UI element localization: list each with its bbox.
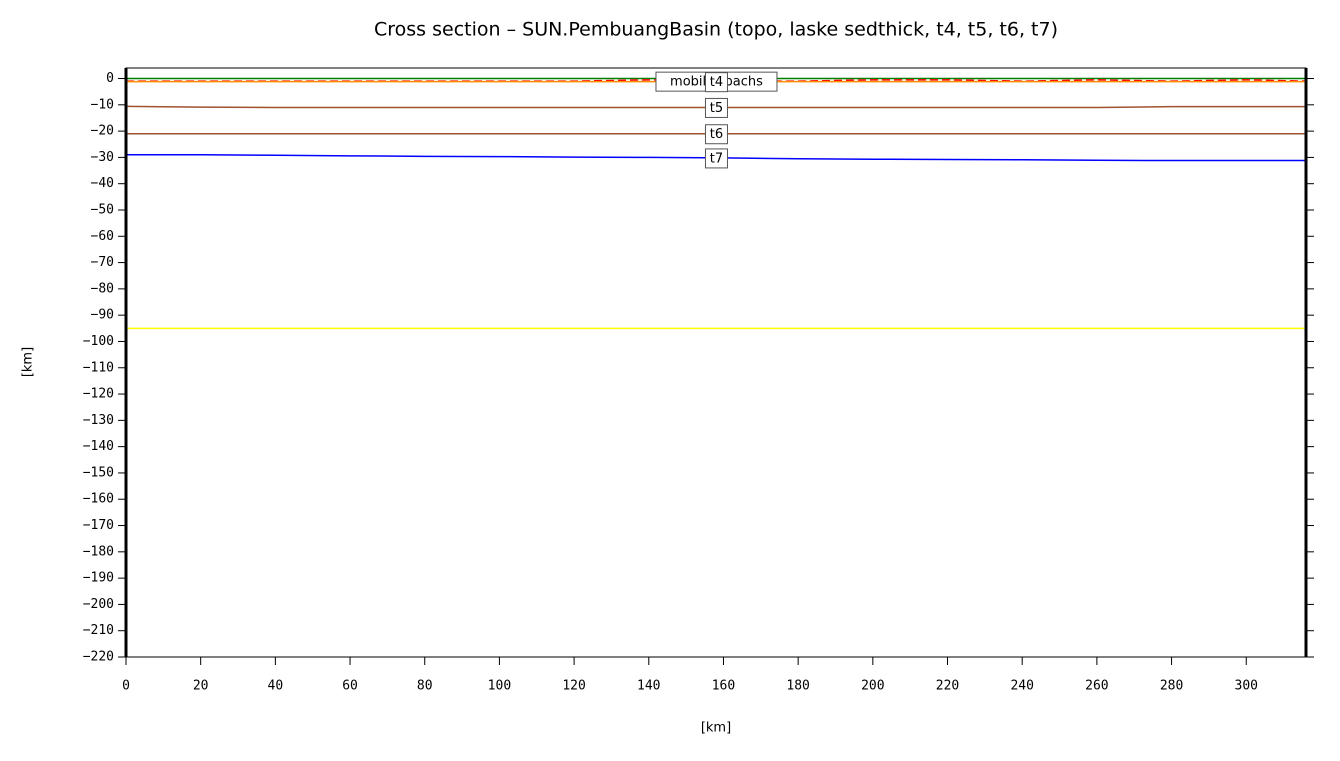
y-tick-label: −50 (91, 202, 114, 217)
x-tick-label: 20 (193, 679, 209, 694)
line-label: t5 (710, 101, 723, 116)
x-tick-label: 160 (712, 679, 735, 694)
y-tick-label: −150 (83, 465, 114, 480)
y-tick-label: −220 (83, 650, 114, 665)
y-tick-label: 0 (106, 71, 114, 86)
x-tick-label: 120 (562, 679, 585, 694)
line-label-box (704, 148, 728, 169)
y-axis-label: [km] (21, 347, 36, 377)
x-axis-label: [km] (701, 721, 731, 736)
y-tick-label: −120 (83, 387, 114, 402)
y-tick-label: −30 (91, 150, 114, 165)
x-tick-label: 100 (488, 679, 511, 694)
y-tick-label: −100 (83, 334, 114, 349)
y-tick-label: −80 (91, 281, 114, 296)
x-tick-label: 220 (936, 679, 959, 694)
x-tick-label: 60 (342, 679, 358, 694)
y-tick-label: −20 (91, 124, 114, 139)
y-tick-label: −110 (83, 360, 114, 375)
y-tick-label: −210 (83, 623, 114, 638)
x-tick-label: 260 (1085, 679, 1108, 694)
line-label-box (704, 124, 728, 145)
y-tick-label: −10 (91, 97, 114, 112)
y-tick-label: −160 (83, 492, 114, 507)
x-tick-label: 300 (1235, 679, 1258, 694)
line-label-box (704, 97, 728, 118)
x-tick-label: 200 (861, 679, 884, 694)
y-tick-label: −170 (83, 518, 114, 533)
line-label-box (704, 72, 728, 93)
y-tick-label: −70 (91, 255, 114, 270)
x-tick-label: 240 (1010, 679, 1033, 694)
line-label: t6 (710, 127, 723, 142)
line-label: t4 (710, 75, 723, 90)
y-tick-label: −90 (91, 308, 114, 323)
x-tick-label: 0 (122, 679, 130, 694)
y-tick-label: −60 (91, 229, 114, 244)
line-label: t7 (710, 151, 723, 166)
x-tick-label: 80 (417, 679, 433, 694)
y-tick-label: −180 (83, 544, 114, 559)
y-tick-label: −190 (83, 571, 114, 586)
chart-title: Cross section – SUN.PembuangBasin (topo,… (374, 19, 1058, 41)
y-tick-label: −200 (83, 597, 114, 612)
y-tick-label: −130 (83, 413, 114, 428)
x-tick-label: 140 (637, 679, 660, 694)
y-tick-label: −140 (83, 439, 114, 454)
x-tick-label: 180 (786, 679, 809, 694)
y-tick-label: −40 (91, 176, 114, 191)
x-tick-label: 40 (268, 679, 284, 694)
x-tick-label: 280 (1160, 679, 1183, 694)
